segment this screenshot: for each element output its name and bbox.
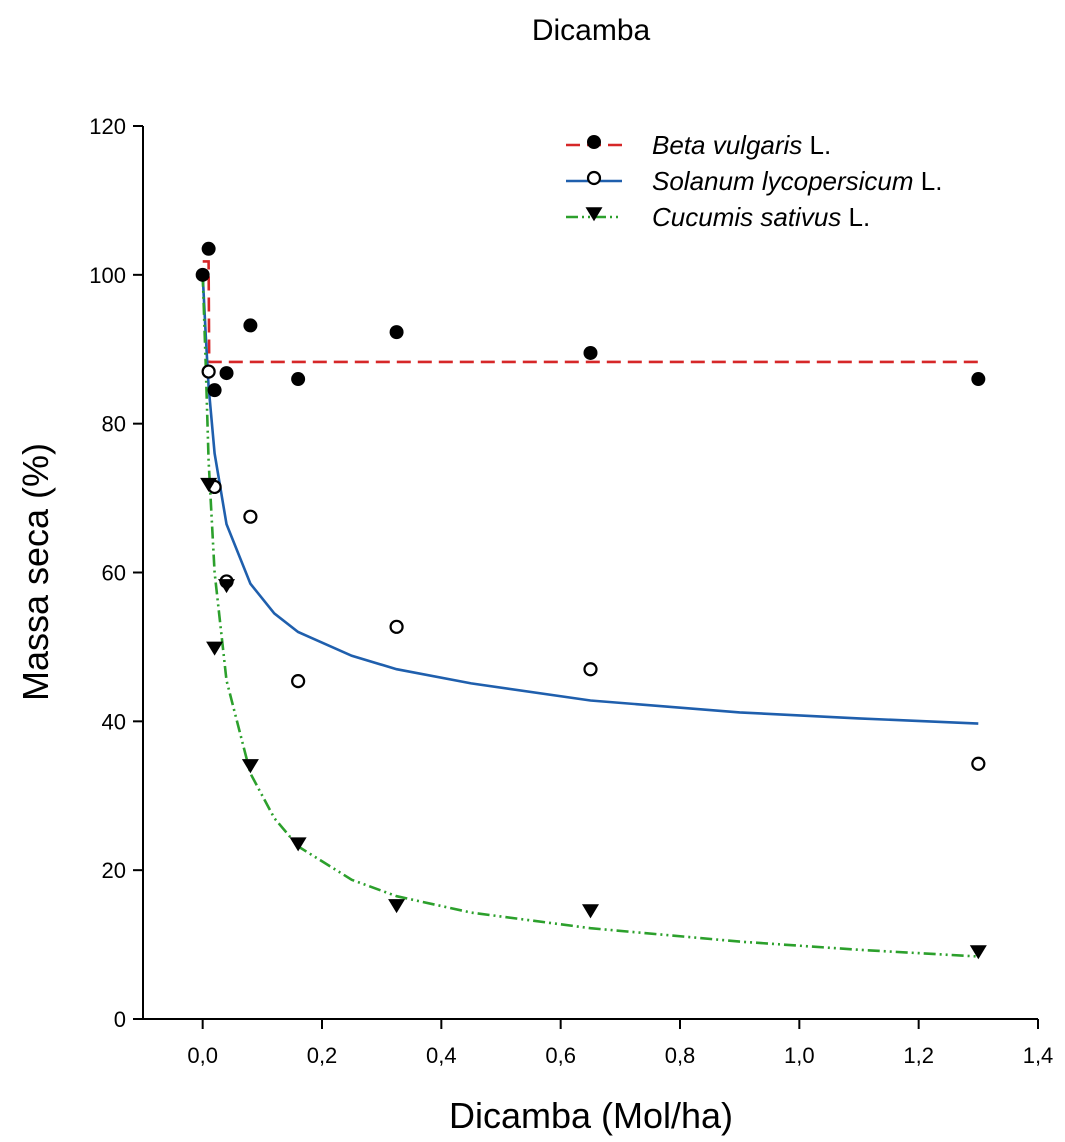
data-point [388, 899, 406, 914]
x-tick-label: 1,0 [784, 1043, 815, 1068]
data-point [291, 372, 306, 387]
y-tick-label: 40 [102, 709, 126, 734]
data-point [207, 383, 222, 398]
data-point [583, 662, 598, 677]
x-axis-label: Dicamba (Mol/ha) [449, 1095, 733, 1136]
data-point [241, 759, 259, 774]
data-point [206, 641, 224, 656]
fit-lines [201, 260, 979, 958]
data-point [291, 674, 306, 689]
y-tick-label: 60 [102, 561, 126, 586]
y-tick-label: 20 [102, 858, 126, 883]
x-tick-label: 0,4 [426, 1043, 457, 1068]
x-tick-label: 1,4 [1023, 1043, 1054, 1068]
data-point [971, 372, 986, 387]
y-tick-label: 0 [114, 1007, 126, 1032]
y-axis-ticks: 0 20 40 60 80 100 120 [89, 114, 143, 1032]
data-point [582, 904, 599, 919]
legend-entry-species: Beta vulgaris [652, 130, 802, 160]
legend-entry: Beta vulgaris L. [652, 130, 831, 160]
data-points [195, 241, 987, 960]
data-point [243, 509, 258, 524]
data-point [195, 267, 210, 282]
data-point [587, 135, 601, 149]
fit-line [202, 260, 979, 364]
chart-title: Dicamba [532, 14, 651, 47]
x-tick-label: 0,2 [307, 1043, 338, 1068]
data-point [389, 325, 404, 340]
x-tick-label: 0,8 [665, 1043, 696, 1068]
data-point [971, 756, 986, 771]
data-point [585, 207, 603, 222]
legend-entry: Solanum lycopersicum L. [652, 166, 942, 196]
data-point [218, 579, 236, 594]
fit-line [201, 274, 979, 958]
y-axis-label: Massa seca (%) [15, 443, 56, 701]
legend-entry-suffix: L. [802, 130, 831, 160]
legend-entry-species: Solanum lycopersicum [652, 166, 914, 196]
data-point [289, 837, 307, 852]
fit-line [201, 274, 979, 725]
data-point [201, 364, 216, 379]
data-point [243, 318, 258, 333]
legend-entry-suffix: L. [841, 202, 870, 232]
data-point [200, 477, 218, 492]
y-tick-label: 80 [102, 412, 126, 437]
legend: Beta vulgaris L.Solanum lycopersicum L.C… [566, 130, 942, 232]
data-point [969, 945, 987, 960]
data-point [201, 241, 216, 256]
axes [142, 126, 1038, 1020]
data-point [586, 170, 602, 186]
y-tick-label: 120 [89, 114, 126, 139]
data-point [583, 345, 598, 360]
legend-entry-species: Cucumis sativus [652, 202, 841, 232]
data-point [219, 366, 234, 381]
legend-entry: Cucumis sativus L. [652, 202, 870, 232]
x-axis-ticks: 0,0 0,2 0,4 0,6 0,8 1,0 1,2 1,4 [187, 1019, 1053, 1068]
x-tick-label: 0,6 [545, 1043, 576, 1068]
y-tick-label: 100 [89, 263, 126, 288]
data-point [389, 619, 404, 634]
x-tick-label: 0,0 [187, 1043, 218, 1068]
x-tick-label: 1,2 [903, 1043, 934, 1068]
legend-entry-suffix: L. [914, 166, 943, 196]
